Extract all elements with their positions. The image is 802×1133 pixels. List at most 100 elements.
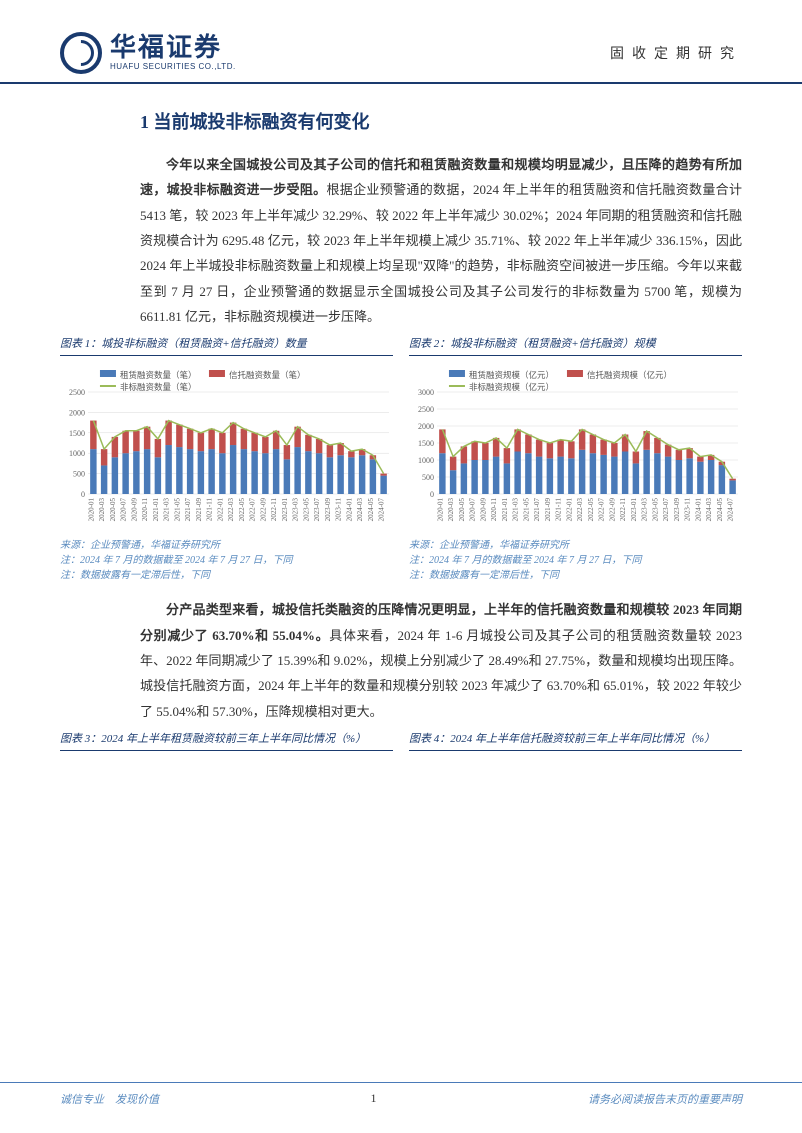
chart-2-canvas: 租赁融资规模（亿元） 信托融资规模（亿元） 非标融资规模（亿元） 0 500 1000 15… bbox=[409, 362, 742, 532]
svg-text:信托融资数量（笔）: 信托融资数量（笔） bbox=[229, 370, 306, 380]
svg-text:2023-03: 2023-03 bbox=[641, 498, 649, 522]
page-footer: 诚信专业 发现价值 1 请务必阅读报告末页的重要声明 bbox=[0, 1082, 802, 1107]
svg-text:2023-07: 2023-07 bbox=[313, 498, 321, 522]
svg-text:2023-01: 2023-01 bbox=[630, 498, 638, 522]
svg-text:2021-03: 2021-03 bbox=[163, 498, 171, 522]
svg-text:2021-03: 2021-03 bbox=[512, 498, 520, 522]
svg-text:2022-01: 2022-01 bbox=[216, 498, 224, 522]
svg-text:500: 500 bbox=[422, 473, 434, 482]
report-category: 固收定期研究 bbox=[610, 43, 742, 63]
logo-text-en: HUAFU SECURITIES CO.,LTD. bbox=[110, 63, 236, 71]
svg-text:2020-09: 2020-09 bbox=[479, 498, 487, 522]
svg-text:0: 0 bbox=[81, 490, 85, 499]
svg-text:2021-05: 2021-05 bbox=[522, 498, 530, 522]
chart-3: 图表 3：2024 年上半年租赁融资较前三年上半年同比情况（%） bbox=[60, 730, 393, 757]
svg-text:1000: 1000 bbox=[69, 450, 85, 459]
svg-text:信托融资规模（亿元）: 信托融资规模（亿元） bbox=[587, 370, 672, 380]
svg-text:租赁融资规模（亿元）: 租赁融资规模（亿元） bbox=[469, 370, 554, 380]
svg-text:2022-05: 2022-05 bbox=[238, 498, 246, 522]
svg-text:2024-07: 2024-07 bbox=[378, 498, 386, 522]
svg-text:2020-07: 2020-07 bbox=[120, 498, 128, 522]
svg-text:1500: 1500 bbox=[418, 439, 434, 448]
svg-text:2024-03: 2024-03 bbox=[356, 498, 364, 522]
svg-text:2020-03: 2020-03 bbox=[447, 498, 455, 522]
chart-2-title: 图表 2：城投非标融资（租赁融资+信托融资）规模 bbox=[409, 335, 742, 356]
footer-left: 诚信专业 发现价值 bbox=[60, 1091, 159, 1107]
svg-text:2022-01: 2022-01 bbox=[565, 498, 573, 522]
svg-text:租赁融资数量（笔）: 租赁融资数量（笔） bbox=[120, 370, 197, 380]
svg-text:2021-01: 2021-01 bbox=[501, 498, 509, 522]
paragraph-2: 分产品类型来看，城投信托类融资的压降情况更明显，上半年的信托融资数量和规模较 2… bbox=[140, 597, 742, 724]
svg-text:2020-01: 2020-01 bbox=[436, 498, 444, 522]
svg-text:2023-05: 2023-05 bbox=[302, 498, 310, 522]
svg-text:2024-05: 2024-05 bbox=[716, 498, 724, 522]
svg-text:2023-05: 2023-05 bbox=[651, 498, 659, 522]
svg-text:2022-09: 2022-09 bbox=[259, 498, 267, 522]
main-content: 1 当前城投非标融资有何变化 今年以来全国城投公司及其子公司的信托和租赁融资数量… bbox=[0, 84, 802, 757]
logo: 华福证券 HUAFU SECURITIES CO.,LTD. bbox=[60, 32, 236, 74]
svg-text:2024-07: 2024-07 bbox=[727, 498, 735, 522]
page-header: 华福证券 HUAFU SECURITIES CO.,LTD. 固收定期研究 bbox=[0, 0, 802, 84]
svg-text:2021-11: 2021-11 bbox=[555, 498, 563, 522]
chart-4-title: 图表 4：2024 年上半年信托融资较前三年上半年同比情况（%） bbox=[409, 730, 742, 751]
svg-text:2023-11: 2023-11 bbox=[335, 498, 343, 522]
para1-body: 根据企业预警通的数据，2024 年上半年的租赁融资和信托融资数量合计 5413 … bbox=[140, 182, 742, 324]
svg-text:2020-11: 2020-11 bbox=[141, 498, 149, 522]
svg-text:2022-05: 2022-05 bbox=[587, 498, 595, 522]
svg-text:2023-07: 2023-07 bbox=[662, 498, 670, 522]
svg-text:2022-09: 2022-09 bbox=[608, 498, 616, 522]
chart-1-title: 图表 1：城投非标融资（租赁融资+信托融资）数量 bbox=[60, 335, 393, 356]
svg-text:2020-07: 2020-07 bbox=[469, 498, 477, 522]
svg-text:2022-07: 2022-07 bbox=[598, 498, 606, 522]
svg-text:2500: 2500 bbox=[418, 405, 434, 414]
svg-text:2021-09: 2021-09 bbox=[195, 498, 203, 522]
svg-text:2024-01: 2024-01 bbox=[345, 498, 353, 522]
svg-text:2021-07: 2021-07 bbox=[184, 498, 192, 522]
page-number: 1 bbox=[371, 1091, 377, 1107]
svg-text:2020-01: 2020-01 bbox=[87, 498, 95, 522]
svg-text:2024-05: 2024-05 bbox=[367, 498, 375, 522]
svg-text:2024-01: 2024-01 bbox=[694, 498, 702, 522]
svg-text:0: 0 bbox=[430, 490, 434, 499]
paragraph-1: 今年以来全国城投公司及其子公司的信托和租赁融资数量和规模均明显减少，且压降的趋势… bbox=[140, 152, 742, 329]
svg-text:3000: 3000 bbox=[418, 388, 434, 397]
svg-text:2020-05: 2020-05 bbox=[109, 498, 117, 522]
svg-text:1500: 1500 bbox=[69, 429, 85, 438]
logo-icon bbox=[60, 32, 102, 74]
chart-row-1: 图表 1：城投非标融资（租赁融资+信托融资）数量 租赁融资数量（笔） 信托融资数量… bbox=[60, 335, 742, 583]
svg-text:500: 500 bbox=[73, 470, 85, 479]
logo-text-cn: 华福证券 bbox=[110, 35, 236, 61]
chart-1-canvas: 租赁融资数量（笔） 信托融资数量（笔） 非标融资数量（笔） 0 500 1000 1500 2… bbox=[60, 362, 393, 532]
svg-text:2022-07: 2022-07 bbox=[249, 498, 257, 522]
svg-text:非标融资数量（笔）: 非标融资数量（笔） bbox=[120, 382, 197, 392]
chart-2-notes: 来源：企业预警通，华福证券研究所 注：2024 年 7 月的数据截至 2024 … bbox=[409, 538, 742, 583]
svg-text:2020-03: 2020-03 bbox=[98, 498, 106, 522]
footer-right: 请务必阅读报告末页的重要声明 bbox=[588, 1091, 742, 1107]
svg-text:非标融资规模（亿元）: 非标融资规模（亿元） bbox=[469, 382, 554, 392]
svg-text:2023-09: 2023-09 bbox=[673, 498, 681, 522]
svg-text:2023-01: 2023-01 bbox=[281, 498, 289, 522]
svg-text:2023-09: 2023-09 bbox=[324, 498, 332, 522]
chart-2: 图表 2：城投非标融资（租赁融资+信托融资）规模 租赁融资规模（亿元） 信托融资规… bbox=[409, 335, 742, 583]
svg-text:2020-05: 2020-05 bbox=[458, 498, 466, 522]
chart-3-title: 图表 3：2024 年上半年租赁融资较前三年上半年同比情况（%） bbox=[60, 730, 393, 751]
svg-text:2021-05: 2021-05 bbox=[173, 498, 181, 522]
chart-1-note: 注：2024 年 7 月的数据截至 2024 年 7 月 27 日，下同 bbox=[60, 553, 393, 568]
chart-1-note: 注：数据披露有一定滞后性，下同 bbox=[60, 568, 393, 583]
chart-2-note: 注：2024 年 7 月的数据截至 2024 年 7 月 27 日，下同 bbox=[409, 553, 742, 568]
svg-text:2000: 2000 bbox=[69, 409, 85, 418]
svg-text:2022-11: 2022-11 bbox=[270, 498, 278, 522]
svg-text:2021-01: 2021-01 bbox=[152, 498, 160, 522]
svg-text:2000: 2000 bbox=[418, 422, 434, 431]
section-heading: 1 当前城投非标融资有何变化 bbox=[140, 108, 742, 134]
svg-text:2023-11: 2023-11 bbox=[684, 498, 692, 522]
svg-text:2022-03: 2022-03 bbox=[227, 498, 235, 522]
svg-text:2020-09: 2020-09 bbox=[130, 498, 138, 522]
svg-text:2023-03: 2023-03 bbox=[292, 498, 300, 522]
svg-text:2021-09: 2021-09 bbox=[544, 498, 552, 522]
svg-text:2020-11: 2020-11 bbox=[490, 498, 498, 522]
svg-text:2024-03: 2024-03 bbox=[705, 498, 713, 522]
svg-text:1000: 1000 bbox=[418, 456, 434, 465]
chart-1-note: 来源：企业预警通，华福证券研究所 bbox=[60, 538, 393, 553]
svg-text:2022-03: 2022-03 bbox=[576, 498, 584, 522]
